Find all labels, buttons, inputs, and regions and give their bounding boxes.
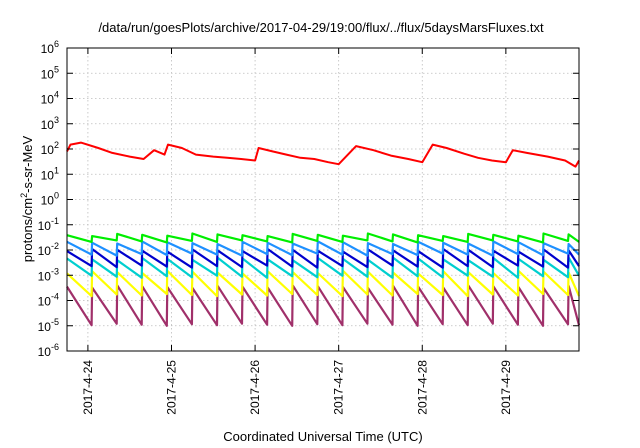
y-tick-label-base: 10 — [41, 194, 55, 208]
y-tick-label: 10-4 — [38, 292, 59, 309]
y-tick-label-exponent: 1 — [54, 165, 59, 175]
y-tick-label-base: 10 — [41, 67, 55, 81]
y-tick-label-exponent: -6 — [51, 342, 59, 352]
axis-ticks — [67, 47, 579, 352]
y-tick-label: 10-2 — [38, 241, 59, 258]
y-tick-label: 102 — [41, 140, 59, 157]
y-tick-label: 10-3 — [38, 266, 59, 283]
x-tick-label: 2017-4-26 — [248, 360, 262, 415]
y-tick-label-base: 10 — [38, 269, 52, 283]
flux-series-line — [66, 141, 580, 168]
y-tick-label-exponent: 0 — [54, 191, 59, 201]
y-tick-label-exponent: 2 — [54, 140, 59, 150]
y-tick-label-base: 10 — [41, 143, 55, 157]
series-group — [66, 141, 581, 327]
flux-series-line — [66, 269, 581, 298]
chart-title: /data/run/goesPlots/archive/2017-04-29/1… — [98, 20, 544, 35]
y-tick-label-exponent: -3 — [51, 266, 59, 276]
flux-series-line — [66, 284, 581, 327]
y-tick-label-base: 10 — [41, 93, 55, 107]
y-axis-label-superscript: 2 — [19, 193, 29, 198]
y-tick-label-base: 10 — [41, 42, 55, 56]
x-tick-label: 2017-4-25 — [164, 360, 178, 415]
flux-series-line — [66, 247, 580, 269]
y-tick-label: 105 — [41, 64, 59, 81]
y-tick-label-exponent: 5 — [54, 64, 59, 74]
x-axis-label: Coordinated Universal Time (UTC) — [223, 429, 422, 444]
x-tick-label: 2017-4-28 — [415, 360, 429, 415]
y-tick-label-base: 10 — [38, 244, 52, 258]
y-tick-label: 101 — [41, 165, 59, 182]
y-tick-label: 106 — [41, 39, 59, 56]
y-tick-label: 100 — [41, 191, 59, 208]
y-axis-label-tail: -s-sr-MeV — [20, 135, 35, 192]
y-tick-label-exponent: 6 — [54, 39, 59, 49]
x-tick-labels: 2017-4-24 2017-4-25 2017-4-26 2017-4-27 2017… — [81, 360, 513, 415]
y-tick-label-exponent: 4 — [54, 90, 59, 100]
flux-series-line — [66, 240, 580, 257]
y-tick-label: 103 — [41, 115, 59, 132]
y-tick-label-exponent: 3 — [54, 115, 59, 125]
grid — [67, 48, 579, 351]
y-tick-label-base: 10 — [38, 219, 52, 233]
flux-series-line — [66, 256, 580, 279]
y-tick-label: 10-5 — [38, 317, 59, 334]
x-tick-label: 2017-4-24 — [81, 360, 95, 415]
y-tick-labels: 10-610-510-410-310-210-11001011021031041… — [38, 39, 59, 359]
y-tick-label-exponent: -4 — [51, 292, 59, 302]
y-tick-label: 104 — [41, 90, 59, 107]
y-tick-label-exponent: -1 — [51, 216, 59, 226]
x-tick-label: 2017-4-29 — [499, 360, 513, 415]
y-axis-label-main: protons/cm — [20, 198, 35, 262]
y-tick-label-exponent: -2 — [51, 241, 59, 251]
y-axis-label: protons/cm2-s-sr-MeV — [19, 135, 35, 262]
x-tick-label: 2017-4-27 — [332, 360, 346, 415]
y-tick-label: 10-6 — [38, 342, 59, 359]
y-tick-label-base: 10 — [41, 168, 55, 182]
flux-series-line — [66, 232, 580, 244]
y-tick-label-base: 10 — [38, 295, 52, 309]
y-tick-label: 10-1 — [38, 216, 59, 233]
y-tick-label-exponent: -5 — [51, 317, 59, 327]
y-tick-label-base: 10 — [38, 320, 52, 334]
y-tick-label-base: 10 — [38, 345, 52, 359]
y-tick-label-base: 10 — [41, 118, 55, 132]
